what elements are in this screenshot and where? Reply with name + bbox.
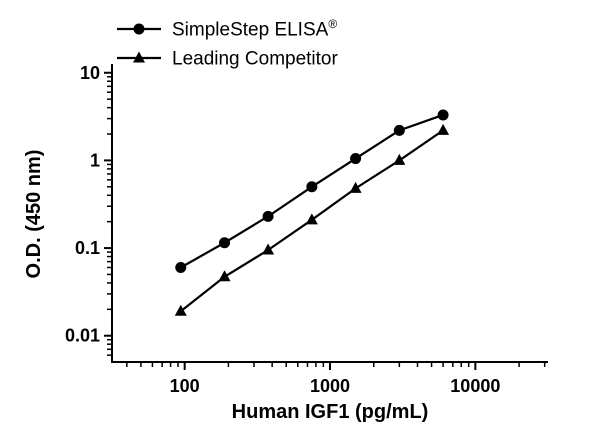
data-point-circle — [350, 153, 362, 165]
data-point-circle — [262, 210, 274, 222]
y-axis-label: O.D. (450 nm) — [23, 150, 45, 279]
data-point-circle — [306, 181, 318, 193]
data-point-circle — [393, 124, 405, 136]
y-tick-label: 0.01 — [65, 326, 100, 346]
data-point-triangle — [437, 123, 450, 135]
data-point-triangle — [305, 213, 318, 225]
data-point-triangle — [349, 181, 362, 193]
legend-label-simplestep: SimpleStep ELISA® — [172, 16, 338, 41]
legend-label-competitor: Leading Competitor — [172, 48, 338, 70]
legend-item-competitor: Leading Competitor — [116, 43, 338, 72]
data-point-circle — [437, 109, 449, 121]
legend-item-simplestep: SimpleStep ELISA® — [116, 14, 338, 43]
y-tick-label: 0.1 — [75, 238, 100, 258]
circle-marker-icon — [117, 23, 161, 34]
data-point-triangle — [393, 153, 406, 165]
data-point-triangle — [218, 270, 231, 282]
triangle-marker-icon — [117, 51, 161, 62]
data-point-circle — [219, 237, 231, 249]
data-point-circle — [175, 262, 187, 274]
y-tick-label: 10 — [80, 63, 100, 83]
data-point-triangle — [262, 243, 275, 255]
data-point-triangle — [174, 304, 187, 316]
registered-trademark-sup: ® — [328, 16, 338, 31]
x-tick-label: 1000 — [310, 376, 350, 396]
x-axis-label: Human IGF1 (pg/mL) — [232, 401, 429, 423]
x-tick-label: 100 — [170, 376, 200, 396]
chart-legend: SimpleStep ELISA® Leading Competitor — [116, 14, 338, 72]
plot-content: 10 1 0.1 0.01 100 1000 10000 — [65, 63, 548, 396]
y-tick-label: 1 — [90, 150, 100, 170]
x-tick-label: 10000 — [450, 376, 500, 396]
